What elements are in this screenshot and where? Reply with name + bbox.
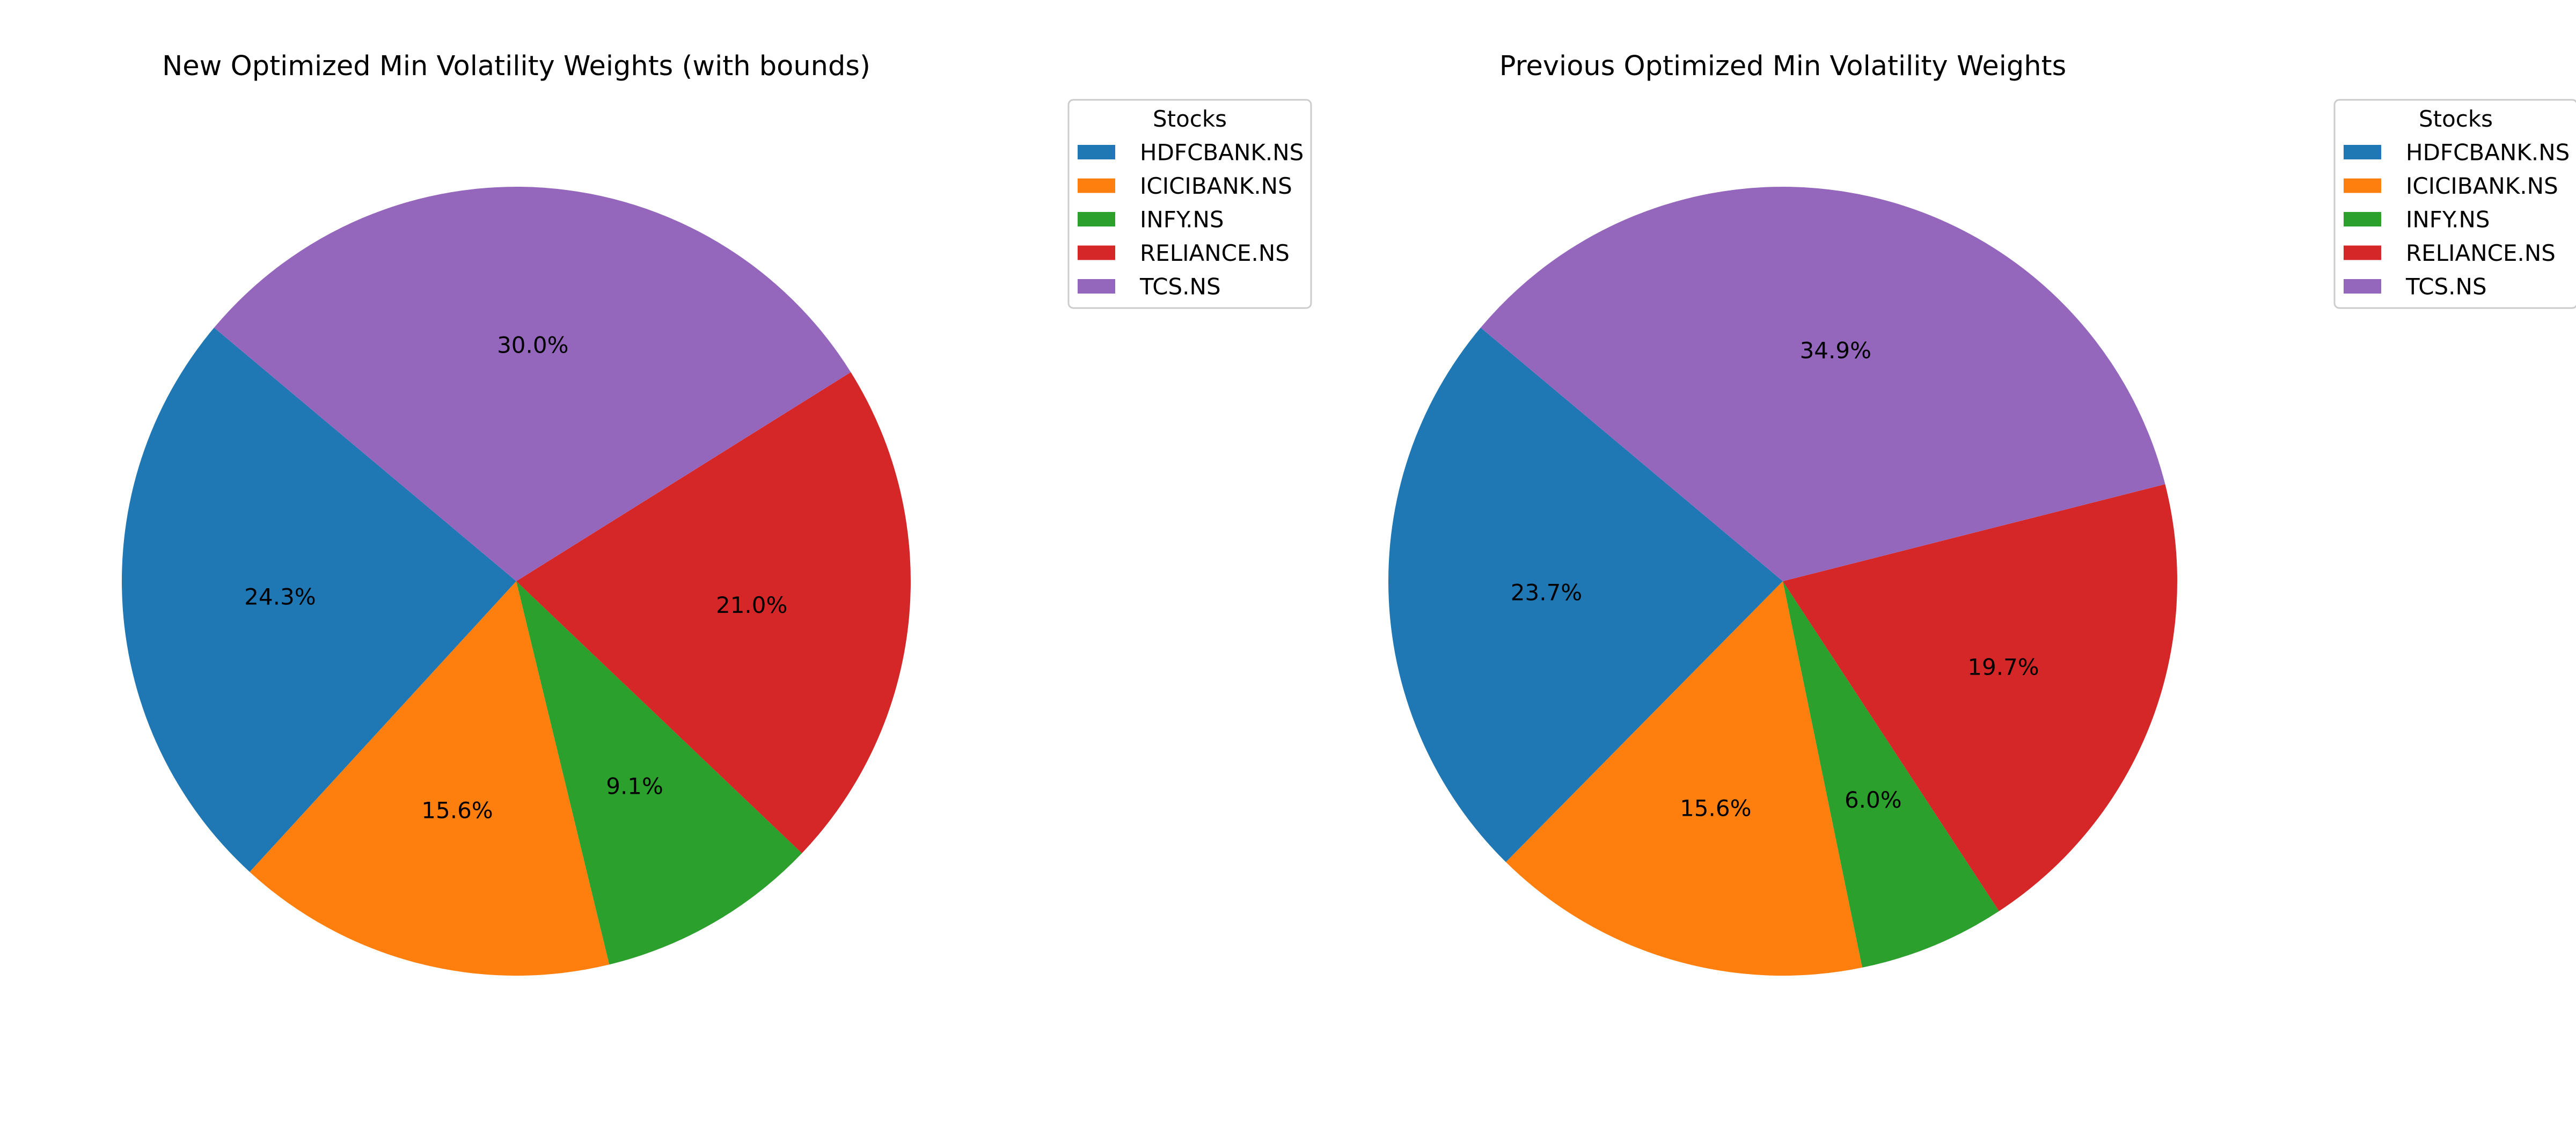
legend-swatch-reliance-ns	[1078, 245, 1115, 260]
pie-label-tcs-ns: 34.9%	[1800, 338, 1871, 364]
legend-previous: Stocks HDFCBANK.NS ICICIBANK.NS INFY.NS REL…	[2333, 99, 2576, 309]
pie-label-infy-ns: 9.1%	[606, 773, 663, 799]
pie-label-icicibank-ns: 15.6%	[421, 797, 493, 824]
pie-label-reliance-ns: 19.7%	[1967, 654, 2039, 680]
pie-slice-tcs-ns	[1480, 187, 2165, 582]
legend-label-tcs-ns: TCS.NS	[1139, 274, 1221, 300]
legend-label-icicibank-ns: ICICIBANK.NS	[2406, 173, 2558, 199]
pie-slices-new	[121, 186, 911, 976]
legend-swatch-tcs-ns	[2344, 279, 2381, 294]
legend-label-hdfcbank-ns: HDFCBANK.NS	[1140, 140, 1304, 166]
legend-swatch-infy-ns	[2344, 212, 2381, 226]
legend-new: Stocks HDFCBANK.NS ICICIBANK.NS INFY.NS REL…	[1067, 99, 1312, 309]
pie-slice-hdfcbank-ns	[1388, 327, 1783, 862]
pie-label-reliance-ns: 21.0%	[716, 592, 787, 618]
pie-label-hdfcbank-ns: 24.3%	[244, 583, 316, 610]
chart-title-previous: Previous Optimized Min Volatility Weight…	[1499, 50, 2066, 82]
legend-frame-previous	[2333, 99, 2576, 309]
pie-label-tcs-ns: 30.0%	[497, 332, 568, 358]
legend-label-infy-ns: INFY.NS	[2406, 207, 2490, 233]
legend-title-previous: Stocks	[2419, 106, 2493, 132]
pie-slice-infy-ns	[516, 581, 802, 965]
pie-slice-infy-ns	[1783, 581, 1999, 968]
legend-swatch-hdfcbank-ns	[2344, 145, 2381, 159]
legend-label-icicibank-ns: ICICIBANK.NS	[1140, 173, 1292, 199]
legend-label-hdfcbank-ns: HDFCBANK.NS	[2406, 140, 2570, 166]
legend-label-reliance-ns: RELIANCE.NS	[2406, 240, 2556, 266]
pie-slice-reliance-ns	[516, 372, 911, 853]
legend-swatch-reliance-ns	[2344, 245, 2381, 260]
pie-slice-tcs-ns	[214, 186, 851, 581]
pie-label-icicibank-ns: 15.6%	[1680, 795, 1751, 821]
legend-swatch-icicibank-ns	[1078, 178, 1115, 193]
legend-title-new: Stocks	[1153, 106, 1227, 132]
legend-swatch-tcs-ns	[1078, 279, 1115, 294]
pie-chart-previous: Previous Optimized Min Volatility Weight…	[1388, 50, 2576, 976]
pie-slice-hdfcbank-ns	[121, 327, 517, 872]
pie-chart-new: New Optimized Min Volatility Weights (wi…	[121, 50, 1312, 976]
legend-label-infy-ns: INFY.NS	[1140, 207, 1224, 233]
pie-slice-icicibank-ns	[250, 581, 610, 976]
chart-title-new: New Optimized Min Volatility Weights (wi…	[162, 50, 870, 82]
pie-label-infy-ns: 6.0%	[1845, 787, 1902, 813]
legend-label-tcs-ns: TCS.NS	[2405, 274, 2487, 300]
pie-label-hdfcbank-ns: 23.7%	[1511, 579, 1582, 605]
pie-slice-icicibank-ns	[1505, 581, 1863, 976]
pie-slices-previous	[1388, 187, 2177, 976]
legend-items-previous: HDFCBANK.NS ICICIBANK.NS INFY.NS RELIANCE.N…	[2344, 140, 2570, 300]
legend-label-reliance-ns: RELIANCE.NS	[1140, 240, 1290, 266]
legend-swatch-hdfcbank-ns	[1078, 145, 1115, 159]
legend-frame-new	[1067, 99, 1312, 309]
legend-swatch-infy-ns	[1078, 212, 1115, 226]
legend-swatch-icicibank-ns	[2344, 178, 2381, 193]
pie-labels-new: 24.3% 15.6% 9.1% 21.0% 30.0%	[244, 332, 787, 824]
pie-labels-previous: 23.7% 15.6% 6.0% 19.7% 34.9%	[1511, 338, 2039, 822]
legend-items-new: HDFCBANK.NS ICICIBANK.NS INFY.NS RELIANCE.N…	[1078, 140, 1304, 300]
pie-slice-reliance-ns	[1783, 484, 2177, 911]
